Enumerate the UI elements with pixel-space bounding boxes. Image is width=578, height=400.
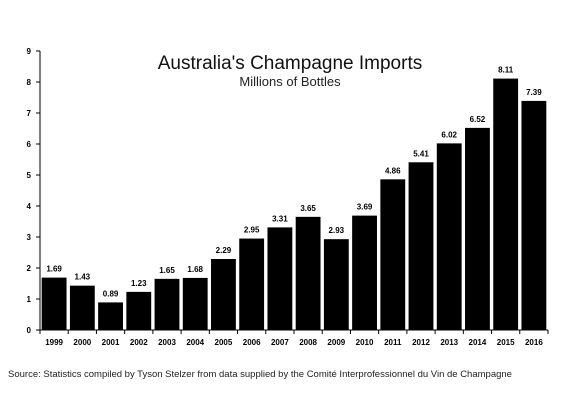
bar-value-label: 0.89 bbox=[103, 289, 119, 298]
bar-value-label: 5.41 bbox=[413, 149, 429, 158]
bar bbox=[352, 215, 377, 330]
x-tick-label: 2001 bbox=[102, 338, 120, 347]
y-tick-label: 4 bbox=[27, 202, 32, 211]
x-tick-label: 2014 bbox=[469, 338, 487, 347]
bar bbox=[69, 285, 95, 330]
bar bbox=[182, 277, 208, 330]
y-tick-label: 0 bbox=[27, 326, 32, 335]
x-tick-label: 2008 bbox=[299, 338, 317, 347]
x-tick-label: 2003 bbox=[158, 338, 176, 347]
bar-value-label: 2.29 bbox=[216, 246, 232, 255]
value-labels: 1.69 1.43 0.89 1.23 1.65 1.68 2.29 2.95 3.31 3.65… bbox=[46, 66, 542, 299]
y-tick-label: 3 bbox=[27, 233, 32, 242]
x-tick-label: 2007 bbox=[271, 338, 289, 347]
bar-value-label: 7.39 bbox=[526, 88, 542, 97]
x-tick-label: 2002 bbox=[130, 338, 148, 347]
x-tick-label: 2013 bbox=[440, 338, 458, 347]
bar bbox=[380, 179, 406, 330]
x-tick-label: 1999 bbox=[45, 338, 63, 347]
chart-title: Australia's Champagne Imports bbox=[158, 53, 422, 74]
bar bbox=[295, 216, 321, 330]
bar-value-label: 2.93 bbox=[329, 226, 345, 235]
y-tick-label: 6 bbox=[27, 140, 32, 149]
bar bbox=[521, 100, 547, 330]
bar bbox=[323, 239, 349, 330]
source-note: Source: Statistics compiled by Tyson Ste… bbox=[8, 369, 512, 380]
bar-value-label: 3.65 bbox=[300, 204, 316, 213]
bar-value-label: 3.69 bbox=[357, 203, 373, 212]
bar-value-label: 2.95 bbox=[244, 226, 260, 235]
x-tick-label: 2006 bbox=[243, 338, 261, 347]
bar-value-label: 1.65 bbox=[159, 266, 175, 275]
y-tick-label: 7 bbox=[27, 109, 32, 118]
bar bbox=[493, 78, 519, 330]
x-tick-label: 2010 bbox=[356, 338, 374, 347]
bar-value-label: 6.52 bbox=[470, 115, 486, 124]
y-axis: 0 1 2 3 4 5 6 7 8 9 bbox=[27, 47, 40, 335]
bar-value-label: 1.23 bbox=[131, 279, 147, 288]
bar bbox=[98, 302, 123, 330]
y-tick-label: 1 bbox=[27, 295, 32, 304]
bar bbox=[126, 291, 152, 330]
x-tick-label: 2004 bbox=[186, 338, 204, 347]
x-tick-label: 2011 bbox=[384, 338, 402, 347]
bar-value-label: 6.02 bbox=[441, 130, 457, 139]
bar-value-label: 1.68 bbox=[187, 265, 203, 274]
bars bbox=[41, 78, 547, 330]
x-tick-label: 2000 bbox=[73, 338, 91, 347]
bar bbox=[154, 278, 180, 330]
x-axis: 1999 2000 2001 2002 2003 2004 2005 2006 2007 2008… bbox=[39, 330, 549, 347]
x-tick-label: 2009 bbox=[327, 338, 345, 347]
y-tick-label: 9 bbox=[27, 47, 32, 56]
x-tick-label: 2012 bbox=[412, 338, 430, 347]
y-tick-label: 5 bbox=[27, 171, 32, 180]
bar bbox=[436, 143, 462, 330]
y-tick-label: 8 bbox=[27, 78, 32, 87]
x-tick-label: 2016 bbox=[525, 338, 543, 347]
chart-subtitle: Millions of Bottles bbox=[239, 74, 341, 89]
x-tick-label: 2015 bbox=[497, 338, 515, 347]
bar bbox=[408, 162, 434, 330]
bar-value-label: 8.11 bbox=[498, 66, 514, 75]
bar bbox=[211, 259, 236, 330]
bar bbox=[239, 238, 265, 330]
bar-value-label: 1.43 bbox=[75, 273, 91, 282]
bar-value-label: 3.31 bbox=[272, 214, 288, 223]
bar-value-label: 4.86 bbox=[385, 166, 401, 175]
bar bbox=[465, 127, 490, 330]
x-tick-label: 2005 bbox=[215, 338, 233, 347]
bar bbox=[267, 227, 293, 330]
bar bbox=[41, 277, 67, 330]
y-tick-label: 2 bbox=[27, 264, 32, 273]
bar-value-label: 1.69 bbox=[46, 265, 62, 274]
